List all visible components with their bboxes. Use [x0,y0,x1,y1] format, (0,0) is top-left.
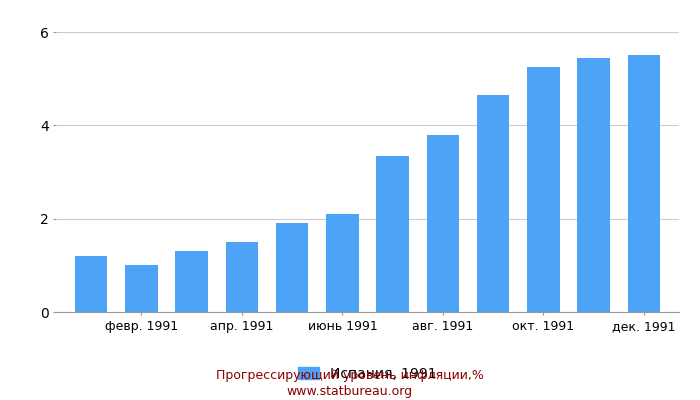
Bar [627,55,660,312]
Bar [377,156,409,312]
Bar [225,242,258,312]
Bar [276,223,309,312]
Bar [175,251,208,312]
Text: www.statbureau.org: www.statbureau.org [287,386,413,398]
Bar [326,214,358,312]
Bar [527,67,560,312]
Legend: Испания, 1991: Испания, 1991 [293,361,442,386]
Bar [426,135,459,312]
Bar [75,256,108,312]
Bar [125,265,158,312]
Text: Прогрессирующий уровень инфляции,%: Прогрессирующий уровень инфляции,% [216,370,484,382]
Bar [477,95,510,312]
Bar [578,58,610,312]
